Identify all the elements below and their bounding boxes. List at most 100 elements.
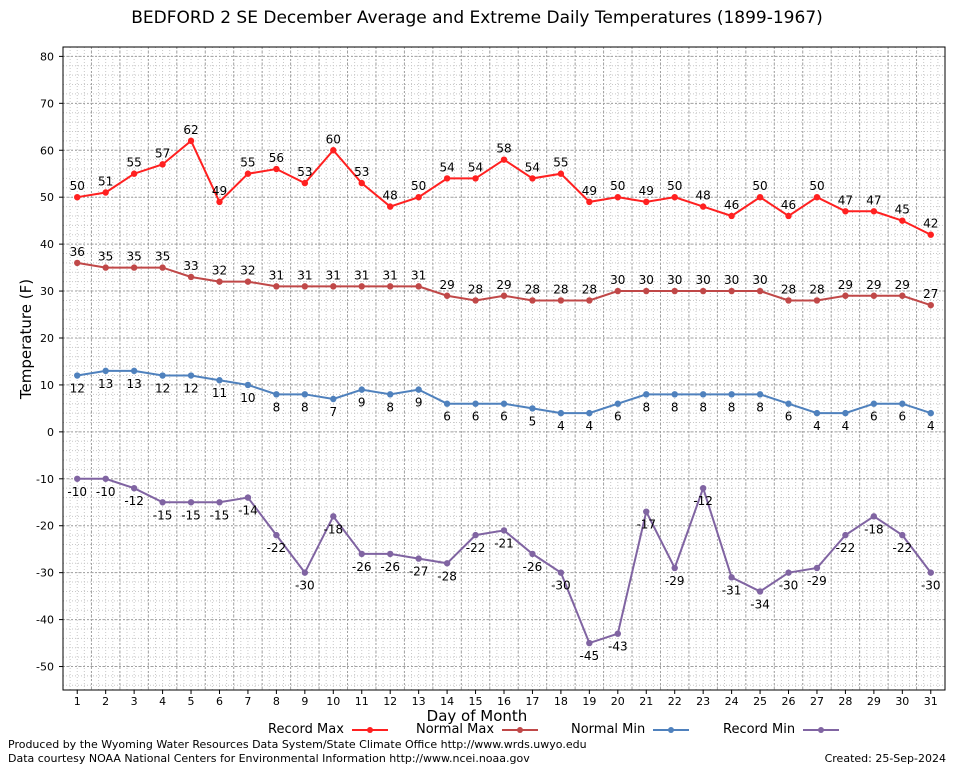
data-label-normal-max: 31 [269, 268, 284, 282]
data-label-record-min: -17 [636, 518, 656, 532]
data-point-normal-min [443, 400, 451, 407]
data-point-record-min [74, 475, 81, 482]
data-point-normal-max [756, 287, 764, 295]
data-label-normal-min: 8 [301, 400, 309, 414]
data-point-record-max [671, 193, 678, 201]
data-label-normal-max: 31 [383, 268, 398, 282]
data-label-normal-min: 4 [557, 419, 565, 433]
data-label-normal-max: 31 [354, 268, 369, 282]
data-label-record-max: 47 [866, 193, 881, 207]
data-label-normal-min: 4 [927, 419, 935, 433]
data-label-normal-max: 28 [809, 282, 824, 296]
y-tick-label: 60 [40, 144, 54, 157]
data-point-normal-max [842, 292, 849, 299]
data-label-record-max: 42 [923, 217, 938, 231]
data-point-record-min [870, 513, 878, 520]
data-label-record-max: 45 [895, 203, 910, 217]
data-point-normal-min [415, 386, 422, 393]
data-label-normal-min: 8 [642, 400, 650, 414]
data-point-normal-min [472, 400, 479, 407]
x-axis-label: Day of Month [426, 707, 528, 725]
data-point-record-min [159, 499, 166, 506]
data-label-record-min: -26 [380, 560, 400, 574]
data-point-record-min [643, 508, 650, 515]
data-point-record-min [358, 550, 365, 558]
data-label-normal-max: 30 [724, 273, 739, 287]
data-label-record-min: -22 [893, 541, 913, 555]
data-point-record-min [386, 550, 394, 558]
x-tick-label: 1 [74, 695, 81, 708]
data-point-record-min [785, 569, 792, 576]
data-label-record-max: 49 [582, 184, 597, 198]
data-point-normal-min [273, 391, 280, 398]
data-point-normal-min [728, 391, 735, 398]
data-label-record-max: 50 [610, 179, 625, 193]
data-point-record-max [899, 217, 906, 224]
data-label-record-max: 55 [240, 156, 255, 170]
y-tick-label: -40 [36, 614, 54, 627]
data-label-normal-min: 8 [756, 400, 764, 414]
data-point-record-min [187, 499, 195, 506]
data-label-normal-min: 10 [240, 391, 255, 405]
data-label-normal-max: 29 [895, 278, 910, 292]
data-label-normal-max: 30 [752, 273, 767, 287]
y-tick-label: -50 [36, 661, 54, 674]
data-point-normal-min [74, 372, 81, 379]
footer-created: Created: 25-Sep-2024 [824, 752, 946, 765]
legend-label-record-max: Record Max [268, 722, 344, 737]
data-point-record-max [870, 208, 878, 215]
data-label-normal-min: 11 [212, 386, 227, 400]
x-tick-label: 14 [440, 695, 454, 708]
data-label-record-max: 46 [724, 198, 739, 212]
footer-producer: Produced by the Wyoming Water Resources … [8, 738, 587, 751]
data-point-normal-max [699, 287, 707, 295]
data-point-record-max [472, 175, 479, 182]
data-point-record-min [927, 569, 934, 576]
data-label-record-min: -15 [153, 508, 173, 522]
data-point-normal-max [415, 283, 422, 290]
legend-label-record-min: Record Min [723, 722, 796, 737]
data-point-normal-min [586, 409, 593, 417]
data-label-normal-max: 33 [183, 259, 198, 273]
data-label-normal-min: 6 [614, 410, 622, 424]
data-label-normal-min: 13 [98, 377, 113, 391]
data-point-record-max [529, 175, 536, 182]
data-point-record-max [358, 179, 365, 187]
legend-swatch-record-min [803, 726, 840, 733]
data-label-normal-min: 8 [273, 400, 281, 414]
data-point-record-min [500, 527, 508, 534]
y-tick-label: 70 [40, 97, 54, 110]
x-tick-label: 5 [188, 695, 195, 708]
data-point-normal-max [870, 292, 878, 299]
data-point-normal-min [301, 391, 309, 398]
x-tick-label: 11 [355, 695, 369, 708]
data-point-record-min [102, 475, 109, 482]
x-tick-label: 22 [668, 695, 682, 708]
data-point-record-min [216, 499, 223, 506]
data-point-record-max [273, 165, 280, 173]
data-point-record-min [671, 564, 678, 572]
data-label-record-max: 54 [439, 160, 454, 174]
data-point-record-min [586, 639, 593, 647]
data-label-record-min: -26 [352, 560, 372, 574]
data-label-record-min: -10 [96, 485, 116, 499]
data-label-normal-max: 28 [468, 282, 483, 296]
data-point-record-min [130, 484, 138, 492]
data-point-record-max [244, 170, 252, 177]
y-tick-label: 30 [40, 285, 54, 298]
data-label-record-min: -18 [864, 522, 884, 536]
x-tick-label: 23 [696, 695, 710, 708]
data-point-record-max [102, 189, 109, 196]
x-tick-label: 24 [725, 695, 739, 708]
data-point-record-min [415, 555, 422, 562]
data-point-record-min [557, 569, 565, 576]
data-point-normal-max [102, 264, 109, 271]
data-label-normal-max: 30 [639, 273, 654, 287]
data-point-normal-min [529, 405, 536, 412]
x-tick-label: 15 [469, 695, 483, 708]
x-tick-label: 8 [273, 695, 280, 708]
legend-swatch-normal-min [653, 726, 690, 733]
data-point-normal-max [273, 283, 280, 290]
x-tick-label: 27 [810, 695, 824, 708]
